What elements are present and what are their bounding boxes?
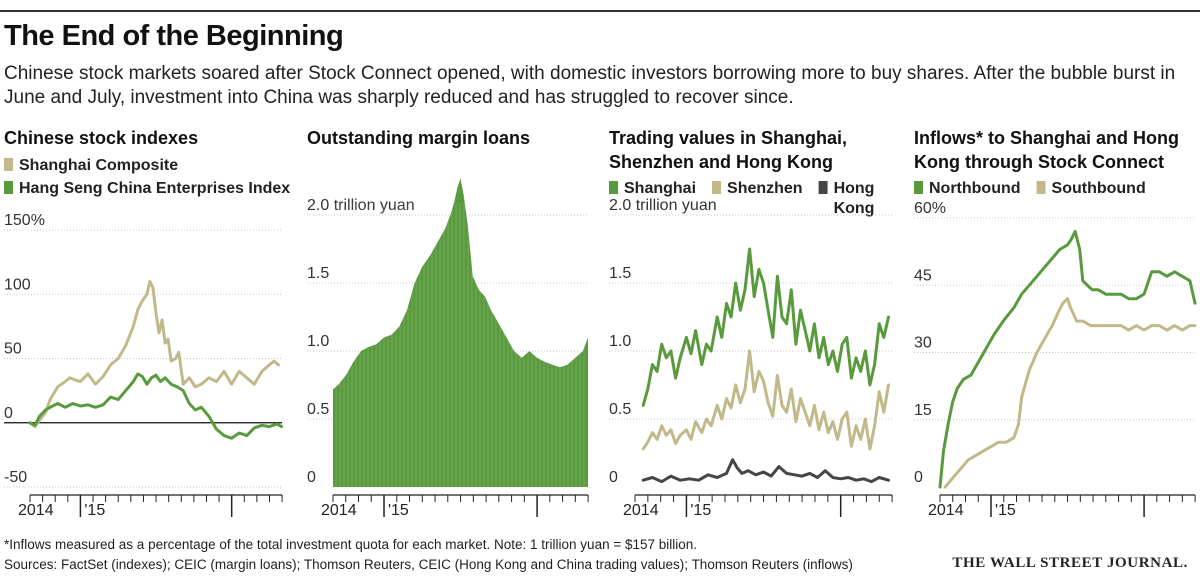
y-tick-label: 60% (914, 200, 946, 217)
y-tick-label: 100 (4, 276, 31, 293)
legend-label: Shanghai Composite (19, 157, 178, 174)
y-tick-label: 150% (4, 212, 45, 229)
headline: The End of the Beginning (4, 20, 344, 52)
legend-label: Hang Seng China Enterprises Index (19, 180, 290, 197)
series-line (28, 372, 283, 440)
x-tick-label: '15 (84, 502, 105, 519)
y-tick-label: 2.0 trillion yuan (307, 197, 415, 214)
chart-title: Kong through Stock Connect (914, 152, 1164, 172)
y-tick-label: 15 (914, 402, 932, 419)
y-tick-label: 0 (307, 469, 316, 486)
x-tick-label: 2014 (623, 502, 659, 519)
sources: Sources: FactSet (indexes); CEIC (margin… (4, 557, 853, 572)
dek: Chinese stock markets soared after Stock… (4, 63, 1176, 108)
chart-inflows: Inflows* to Shanghai and Hong Kong throug… (914, 128, 1197, 519)
y-tick-label: 2.0 trillion yuan (609, 197, 717, 214)
y-tick-label: 1.0 (609, 333, 631, 350)
x-tick-label: 2014 (18, 502, 54, 519)
legend-label: Hong (834, 180, 875, 197)
series-line (943, 297, 1197, 489)
y-tick-label: 1.5 (307, 265, 329, 282)
series-line (938, 230, 1197, 489)
x-tick-label: '15 (995, 502, 1016, 519)
series-line (641, 247, 890, 407)
y-tick-label: 0.5 (609, 401, 631, 418)
legend-swatch (4, 181, 13, 194)
series-line (28, 279, 280, 429)
legend-label: Northbound (929, 180, 1021, 197)
legend-swatch (914, 181, 923, 194)
y-tick-label: 1.5 (609, 265, 631, 282)
series-line (641, 458, 890, 484)
legend-swatch (818, 181, 828, 194)
y-tick-label: 1.0 (307, 333, 329, 350)
x-tick-label: 2014 (928, 502, 964, 519)
legend-swatch (712, 181, 722, 194)
legend-label: Shanghai (624, 180, 696, 197)
y-tick-label: 0 (609, 469, 618, 486)
chart-indexes: Chinese stock indexes Shanghai Composite H… (4, 128, 290, 519)
y-tick-label: 30 (914, 335, 932, 352)
legend-swatch (1036, 181, 1046, 194)
legend-swatch (609, 181, 618, 194)
chart-title: Shenzhen and Hong Kong (609, 152, 833, 172)
y-tick-label: 0 (914, 469, 923, 486)
top-rule (0, 10, 1200, 12)
chart-title: Trading values in Shanghai, (609, 128, 847, 148)
chart-title: Outstanding margin loans (307, 128, 530, 148)
legend-label: Kong (834, 200, 875, 217)
y-tick-label: 0 (4, 405, 13, 422)
y-tick-label: 50 (4, 341, 22, 358)
legend-swatch (4, 158, 13, 171)
x-tick-label: 2014 (321, 502, 357, 519)
y-tick-label: -50 (4, 469, 27, 486)
chart-margin: Outstanding margin loans 0 0.5 1.0 1.5 2.0 tr… (307, 128, 589, 519)
wsj-logo: THE WALL STREET JOURNAL. (952, 555, 1188, 571)
chart-trading: Trading values in Shanghai, Shenzhen and … (609, 128, 893, 519)
series-line (641, 349, 890, 451)
series-area (333, 178, 588, 488)
chart-title: Chinese stock indexes (4, 128, 198, 148)
y-tick-label: 45 (914, 267, 932, 284)
x-tick-label: '15 (388, 502, 409, 519)
chart-title: Inflows* to Shanghai and Hong (914, 128, 1179, 148)
legend-label: Southbound (1052, 180, 1146, 197)
footnote: *Inflows measured as a percentage of the… (4, 537, 698, 552)
x-tick-label: '15 (690, 502, 711, 519)
y-tick-label: 0.5 (307, 401, 329, 418)
legend-label: Shenzhen (727, 180, 803, 197)
